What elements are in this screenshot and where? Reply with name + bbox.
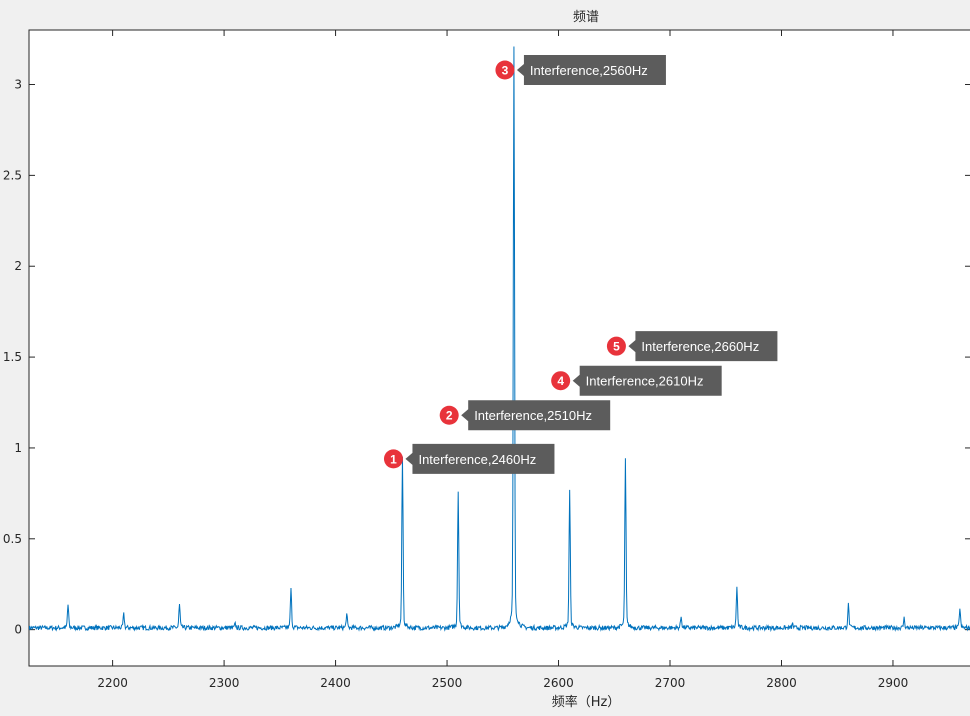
plot-area [28,29,970,667]
annotation-marker [606,336,626,356]
annotation-label: Interference,2460Hz [418,452,536,467]
y-tick-label: 1 [14,441,22,455]
x-tick-label: 2900 [878,676,909,690]
annotation-label: Interference,2660Hz [641,339,759,354]
annotation-number: 5 [613,340,620,354]
y-tick-label: 0.5 [3,532,22,546]
annotation-label: Interference,2510Hz [474,408,592,423]
y-axis: 0 0.5 1 1.5 2 2.5 3 [3,78,970,637]
y-tick-label: 0 [14,623,22,637]
x-tick-label: 2500 [432,676,463,690]
annotation-label: Interference,2610Hz [586,374,704,389]
annotation-label: Interference,2560Hz [530,63,648,78]
x-tick-label: 2300 [209,676,240,690]
annotations: 1 Interference,2460Hz 2 Interference,2510Hz… [383,54,778,474]
spectrum-line [29,46,970,633]
annotation-2: 2 Interference,2510Hz [439,400,611,431]
annotation-marker [495,60,515,80]
y-tick-label: 2.5 [3,168,22,182]
annotation-callout [572,365,722,396]
x-tick-label: 2400 [320,676,351,690]
annotation-5: 5 Interference,2660Hz [606,331,778,362]
y-tick-label: 2 [14,259,22,273]
annotation-number: 1 [390,452,397,466]
x-axis-title: 频率（Hz） [552,694,621,710]
y-tick-label: 1.5 [3,350,22,364]
annotation-callout [405,443,555,474]
annotation-number: 4 [557,374,564,388]
annotation-3: 3 Interference,2560Hz [495,54,666,85]
x-tick-label: 2800 [766,676,797,690]
annotation-callout [516,54,666,85]
annotation-1: 1 Interference,2460Hz [383,443,555,474]
annotation-callout [628,331,778,362]
annotation-marker [439,405,459,425]
x-tick-label: 2200 [97,676,128,690]
annotation-number: 2 [446,409,453,423]
chart-title: 频谱 [573,10,599,25]
annotation-4: 4 Interference,2610Hz [551,365,722,396]
x-axis: 2200 2300 2400 2500 2600 2700 2800 2900 [97,30,908,690]
y-tick-label: 3 [14,78,22,92]
x-tick-label: 2600 [543,676,574,690]
annotation-number: 3 [502,63,509,77]
annotation-marker [551,371,571,391]
x-tick-label: 2700 [655,676,686,690]
annotation-marker [383,449,403,469]
annotation-callout [461,400,611,431]
